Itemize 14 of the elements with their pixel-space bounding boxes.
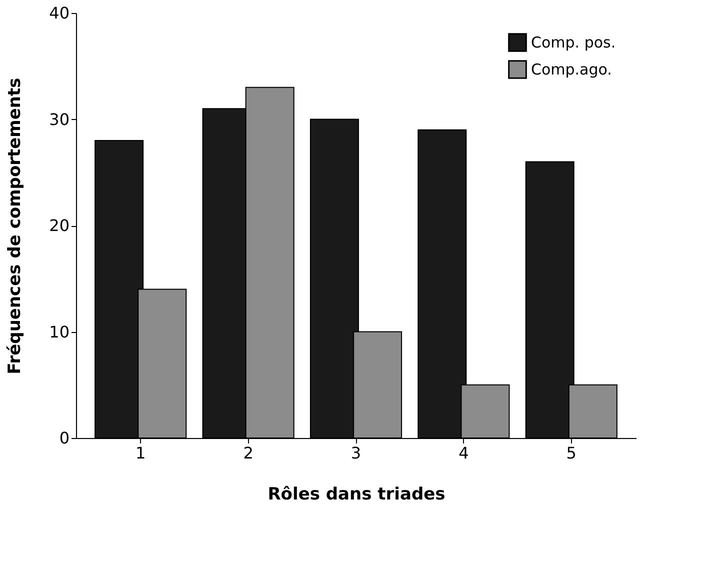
- x-tick-label: 3: [350, 444, 362, 462]
- x-tick-label: 5: [566, 444, 576, 462]
- y-tick-label: 0: [59, 428, 70, 448]
- y-tick-label: 10: [49, 322, 70, 342]
- y-axis-title: Fréquences de comportements: [5, 78, 26, 374]
- y-tick-label: 40: [49, 4, 70, 22]
- x-tick-label: 4: [458, 444, 469, 462]
- y-tick-label: 20: [49, 216, 70, 235]
- x-tick-label: 2: [243, 444, 254, 462]
- legend-label: Comp. pos.: [531, 34, 616, 52]
- legend-label: Comp.ago.: [531, 60, 612, 78]
- x-tick-label: 1: [136, 444, 146, 462]
- y-tick-label: 30: [49, 110, 70, 129]
- x-axis-title: Rôles dans triades: [268, 484, 446, 504]
